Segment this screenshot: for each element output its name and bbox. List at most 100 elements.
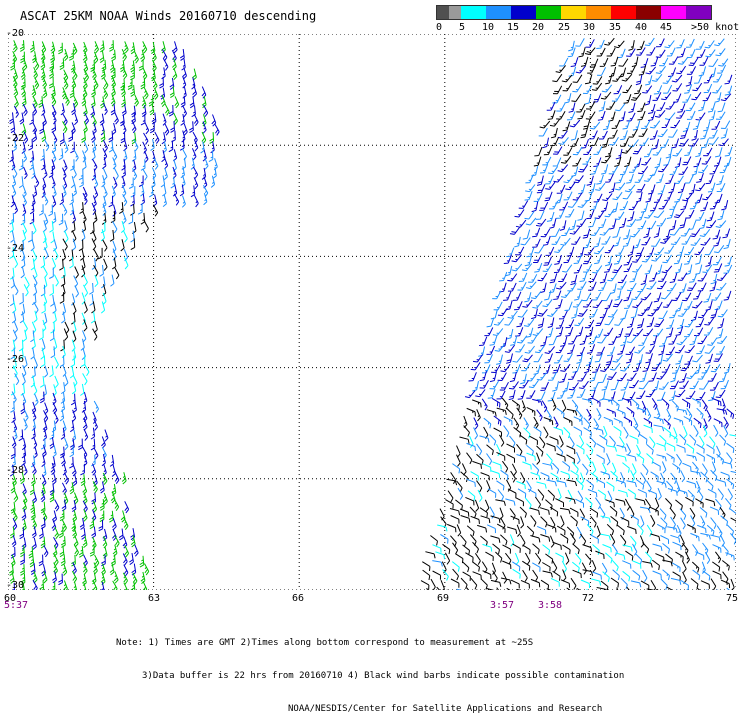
wind-barb [568, 40, 574, 52]
legend-label-35: 35 [609, 22, 621, 33]
wind-barb [593, 145, 602, 157]
wind-barb [617, 535, 627, 546]
wind-barb [596, 588, 608, 591]
wind-barb [495, 452, 507, 460]
wind-barb [533, 253, 541, 265]
wind-barb [605, 298, 613, 310]
wind-barb [666, 345, 675, 357]
wind-barb [626, 506, 634, 518]
wind-barb [108, 61, 114, 73]
wind-barb [729, 435, 736, 441]
wind-barb [91, 41, 99, 53]
wind-barb [615, 289, 621, 301]
wind-barb [715, 480, 727, 487]
wind-barb [630, 271, 637, 283]
wind-barb [80, 42, 88, 54]
wind-barb [609, 66, 616, 78]
wind-barb [570, 136, 578, 148]
wind-barb [622, 144, 632, 155]
wind-barb [694, 245, 703, 256]
wind-barb [712, 552, 722, 563]
wind-barb [688, 579, 699, 589]
wind-barb [607, 370, 616, 381]
wind-barb [636, 191, 642, 203]
wind-barb [40, 392, 45, 403]
lat-label-22s: -22 [6, 133, 24, 144]
wind-barb [719, 580, 731, 588]
wind-barb [522, 261, 532, 272]
wind-barb [108, 131, 113, 142]
wind-barb [720, 561, 731, 571]
wind-barb [478, 579, 489, 590]
wind-barb [684, 354, 692, 366]
wind-barb [578, 46, 585, 58]
wind-barb [692, 299, 702, 310]
wind-barb [540, 563, 552, 572]
legend-label-5: 5 [459, 22, 465, 33]
wind-barb [29, 151, 34, 162]
wind-barb [625, 182, 635, 193]
wind-barb [59, 346, 66, 358]
wind-barb [699, 562, 707, 574]
wind-barb [639, 64, 646, 76]
wind-barb [505, 454, 517, 463]
legend-color-bar [436, 5, 712, 20]
pass-time-label-0357: 3:57 [490, 600, 514, 611]
wind-barb [81, 131, 86, 142]
wind-barb [634, 157, 641, 169]
wind-barb [604, 36, 614, 47]
wind-barb [533, 453, 541, 465]
wind-barb [696, 390, 705, 402]
wind-barb [525, 407, 537, 415]
wind-barb [459, 509, 471, 517]
wind-barb [109, 465, 116, 477]
wind-barb [547, 517, 556, 529]
wind-barb [80, 563, 88, 575]
wind-barb [705, 256, 711, 268]
wind-barb [89, 581, 97, 590]
wind-barb [555, 454, 567, 462]
wind-barb [58, 193, 63, 204]
wind-barb [624, 262, 632, 274]
wind-barb [507, 328, 513, 340]
wind-barb [31, 186, 37, 198]
wind-barb [507, 471, 516, 482]
wind-barb [702, 552, 711, 564]
wind-barb [605, 243, 614, 255]
wind-barb [604, 262, 612, 274]
wind-barb [700, 533, 712, 539]
wind-barb [579, 517, 591, 526]
wind-barb [645, 264, 652, 276]
wind-barb [705, 245, 714, 257]
wind-barb [553, 84, 562, 96]
wind-barb [469, 371, 477, 383]
wind-barb [625, 455, 637, 462]
wind-barb [564, 190, 572, 202]
wind-barb [525, 344, 535, 355]
wind-barb [79, 169, 83, 180]
wind-barb [489, 536, 501, 543]
wind-barb [121, 41, 129, 53]
wind-barb [641, 274, 647, 286]
wind-barb [540, 545, 551, 555]
wind-barb [69, 239, 76, 251]
wind-barb [628, 102, 635, 114]
wind-barb [30, 538, 36, 550]
wind-barb [695, 193, 702, 205]
wind-barb [29, 275, 38, 287]
wind-barb [724, 362, 730, 374]
wind-barb [450, 464, 461, 474]
wind-barb [645, 352, 652, 364]
wind-barb [486, 344, 494, 356]
wind-barb [705, 38, 715, 49]
wind-barb [594, 244, 604, 255]
wind-barb [633, 119, 640, 131]
wind-barb [550, 117, 560, 128]
wind-barb [521, 361, 530, 373]
wind-barb [519, 570, 528, 581]
wind-barb [574, 445, 585, 454]
wind-barb [679, 165, 688, 176]
wind-barb [589, 560, 597, 572]
wind-barb [705, 47, 715, 58]
wind-barb [30, 428, 35, 439]
